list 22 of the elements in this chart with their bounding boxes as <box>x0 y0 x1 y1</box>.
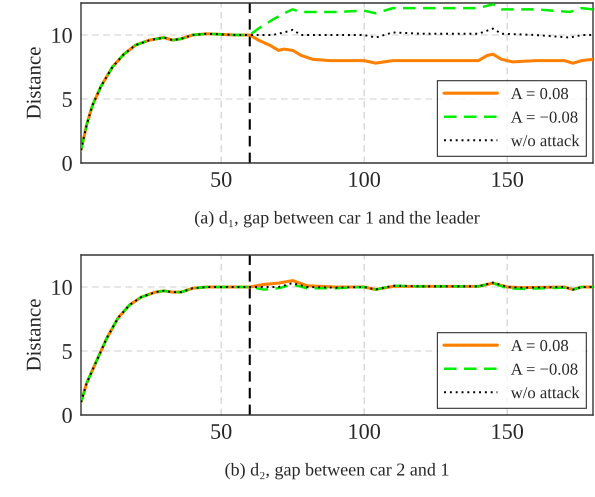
x-axis-title: (b) d₂, gap between car 2 and 1 <box>225 462 448 480</box>
x-tick-label: 150 <box>492 424 524 439</box>
y-tick-label: 0 <box>62 408 72 423</box>
y-tick-label: 10 <box>52 280 72 295</box>
x-tick-label: 50 <box>211 172 232 187</box>
x-tick-label: 50 <box>211 424 232 439</box>
y-tick-label: 5 <box>62 344 72 359</box>
y-tick-label: 10 <box>52 28 72 43</box>
x-tick-label: 100 <box>349 424 380 439</box>
y-axis-title: Distance <box>26 47 41 119</box>
legend-label: A = −0.08 <box>510 111 578 123</box>
y-axis-title: Distance <box>26 299 41 371</box>
x-tick-label: 100 <box>349 172 380 187</box>
x-axis-title: (a) d₁, gap between car 1 and the leader <box>195 210 480 228</box>
legend-label: A = 0.08 <box>510 88 568 100</box>
legend-label: w/o attack <box>510 386 580 398</box>
legend-label: A = 0.08 <box>510 340 568 352</box>
legend-label: w/o attack <box>510 134 580 146</box>
x-tick-label: 150 <box>492 172 524 187</box>
y-tick-label: 5 <box>62 92 72 107</box>
y-tick-label: 0 <box>62 156 72 171</box>
legend-label: A = −0.08 <box>510 363 578 375</box>
